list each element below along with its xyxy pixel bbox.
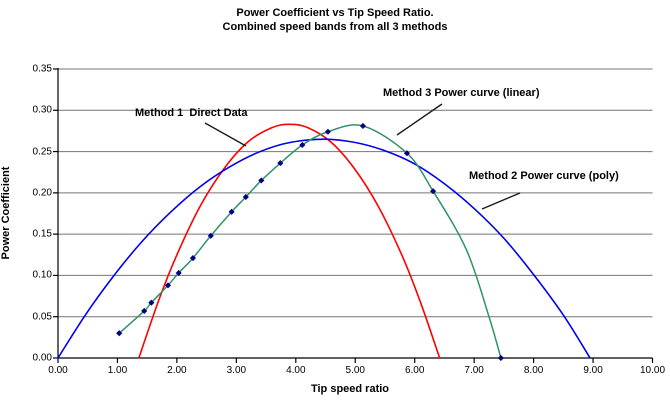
x-tick-label: 6.00 (404, 365, 425, 376)
method3-marker (242, 193, 250, 201)
method3-marker (228, 208, 235, 216)
x-tick-label: 1.00 (107, 365, 128, 376)
chart-title: Power Coefficient vs Tip Speed Ratio. Co… (0, 6, 670, 34)
x-tick-label: 5.00 (345, 365, 365, 376)
method3-marker (175, 269, 182, 277)
method3-marker (189, 254, 197, 262)
method2-label-leader-line (481, 192, 521, 210)
method2-curve (57, 138, 591, 359)
x-tick-label: 7.00 (464, 365, 484, 376)
chart-title-line2: Combined speed bands from all 3 methods (222, 21, 448, 33)
method3-marker (324, 128, 332, 135)
x-tick-label: 4.00 (286, 365, 306, 376)
method3-marker (207, 232, 214, 239)
method3-marker (359, 122, 367, 130)
method3-marker (258, 177, 265, 184)
method3-marker (277, 159, 284, 167)
method3-marker (429, 188, 437, 195)
method1-label: Method 1 Direct Data (135, 107, 248, 119)
x-axis-title: Tip speed ratio (310, 383, 390, 395)
method3-label-leader-line (396, 103, 443, 136)
method1-curve (138, 123, 441, 359)
y-tick-label: 0.15 (32, 228, 52, 240)
y-tick-label: 0.20 (32, 187, 52, 199)
y-tick-label: 0.00 (32, 352, 52, 364)
method1-label-leader-line (204, 122, 247, 147)
method2-label: Method 2 Power curve (poly) (469, 170, 619, 182)
method3-curve (118, 124, 502, 359)
x-tick-label: 8.00 (523, 365, 544, 376)
method3-marker (141, 307, 148, 315)
x-tick-label: 0.00 (48, 365, 68, 376)
method3-marker (403, 150, 411, 157)
y-tick-label: 0.10 (32, 269, 52, 281)
y-tick-label: 0.35 (32, 63, 52, 75)
y-axis-title: Power Coefficient (0, 166, 12, 260)
method3-marker (497, 354, 505, 362)
x-tick-label: 3.00 (226, 365, 247, 376)
x-tick-label: 2.00 (167, 365, 187, 376)
x-tick-label: 9.00 (583, 365, 603, 376)
x-tick-label: 10.00 (639, 365, 666, 376)
y-tick-label: 0.30 (32, 104, 52, 116)
y-tick-label: 0.05 (32, 311, 52, 323)
method3-marker (299, 141, 306, 149)
method3-marker (164, 282, 172, 289)
method3-marker (148, 299, 155, 306)
chart-title-line1: Power Coefficient vs Tip Speed Ratio. (236, 7, 434, 19)
y-tick-label: 0.25 (32, 146, 52, 158)
method3-marker (116, 330, 123, 337)
method3-label: Method 3 Power curve (linear) (383, 87, 540, 99)
